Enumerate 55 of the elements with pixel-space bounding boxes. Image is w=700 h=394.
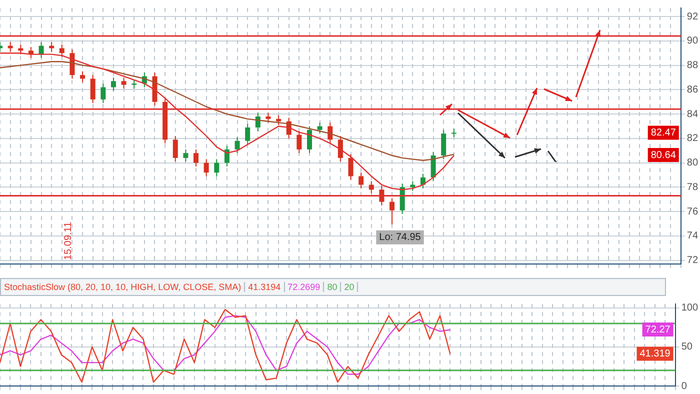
y-tick-label: 90: [686, 36, 698, 47]
candlestick: [214, 158, 220, 177]
candlestick: [224, 145, 230, 167]
candlestick: [204, 158, 209, 177]
candlestick: [121, 76, 126, 89]
candlestick: [348, 154, 354, 180]
y-tick-label: 72: [686, 255, 698, 266]
candlestick: [183, 148, 188, 162]
text: 72.2699: [284, 282, 324, 292]
candlestick: [390, 198, 395, 225]
y-tick-label: 74: [686, 230, 698, 242]
candlestick: [379, 185, 384, 206]
candlestick: [317, 122, 322, 134]
annotation: 80.64: [650, 150, 676, 161]
text: 80: [324, 282, 342, 292]
candlestick: [306, 126, 312, 154]
candlestick: [172, 136, 178, 162]
y-tick-label: 76: [686, 206, 698, 218]
y-tick-label: 84: [686, 108, 698, 120]
y-tick-label: 50: [681, 342, 693, 353]
candlestick: [296, 130, 302, 154]
annotation: 15.09.11: [62, 221, 74, 260]
annotation: 72.27: [645, 324, 671, 336]
candlestick: [110, 76, 116, 92]
y-tick-label: 82: [686, 133, 698, 144]
y-tick-label: 86: [686, 84, 698, 96]
candlestick: [255, 112, 260, 132]
y-tick-label: 92: [686, 11, 698, 22]
annotation: 41.319: [640, 348, 671, 360]
candlestick: [100, 83, 106, 104]
y-tick-label: 88: [686, 60, 698, 72]
candlestick: [420, 173, 426, 189]
y-tick-label: 0: [681, 380, 688, 392]
candlestick: [368, 180, 374, 194]
y-tick-label: 80: [686, 158, 698, 169]
annotation: 82.47: [650, 127, 676, 138]
y-tick-label: 78: [686, 182, 698, 193]
y-tick-label: 100: [681, 302, 698, 314]
candlestick: [358, 172, 364, 189]
chart-title: StochasticSlow (80, 20, 10, 10, HIGH, LOW, CLOSE, SMA): [1, 282, 246, 292]
candlestick: [328, 122, 333, 144]
candlestick: [194, 148, 199, 167]
candlestick: [18, 44, 24, 55]
candlestick: [80, 70, 86, 83]
candlestick: [266, 112, 271, 124]
candlestick: [234, 136, 240, 154]
candlestick: [338, 136, 343, 162]
candlestick: [245, 123, 250, 146]
candlestick: [90, 74, 96, 104]
text: 20: [341, 282, 358, 292]
annotation: Lo: 74.95: [379, 232, 422, 244]
candlestick: [276, 114, 282, 126]
candlestick: [59, 44, 64, 58]
text: 41.3194: [245, 282, 285, 292]
candlestick: [430, 151, 436, 182]
